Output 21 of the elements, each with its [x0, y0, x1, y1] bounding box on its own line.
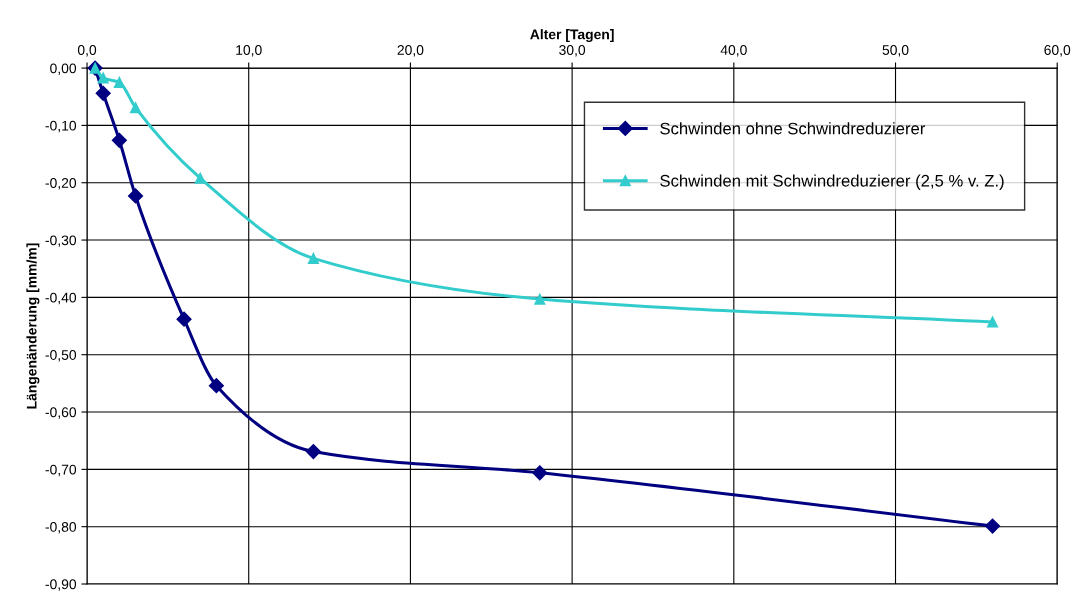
y-tick-label: -0,30 — [45, 235, 77, 247]
x-tick-label: 0,0 — [77, 45, 97, 57]
y-tick-label: -0,80 — [45, 522, 77, 534]
x-tick-label: 50,0 — [882, 45, 909, 57]
x-tick-label: 30,0 — [559, 45, 586, 57]
x-tick-label: 20,0 — [397, 45, 424, 57]
x-tick-label: 60,0 — [1044, 45, 1071, 57]
x-tick-label: 10,0 — [236, 45, 262, 57]
y-tick-label: -0,10 — [45, 120, 77, 133]
y-axis-title: Längenänderung [mm/m] — [26, 243, 40, 409]
x-axis-title: Alter [Tagen] — [530, 29, 614, 43]
legend-label: Schwinden mit Schwindreduzierer (2,5 % v. Z.) — [660, 174, 1004, 190]
legend-label: Schwinden ohne Schwindreduzierer — [660, 122, 926, 135]
y-tick-label: -0,90 — [45, 579, 77, 591]
y-tick-label: -0,60 — [45, 407, 77, 419]
y-tick-label: -0,40 — [45, 292, 77, 305]
x-tick-label: 40,0 — [720, 45, 747, 57]
y-tick-label: -0,50 — [45, 350, 77, 362]
y-tick-label: -0,70 — [45, 464, 77, 477]
y-tick-label: 0,00 — [50, 63, 77, 75]
y-tick-label: -0,20 — [45, 178, 77, 190]
